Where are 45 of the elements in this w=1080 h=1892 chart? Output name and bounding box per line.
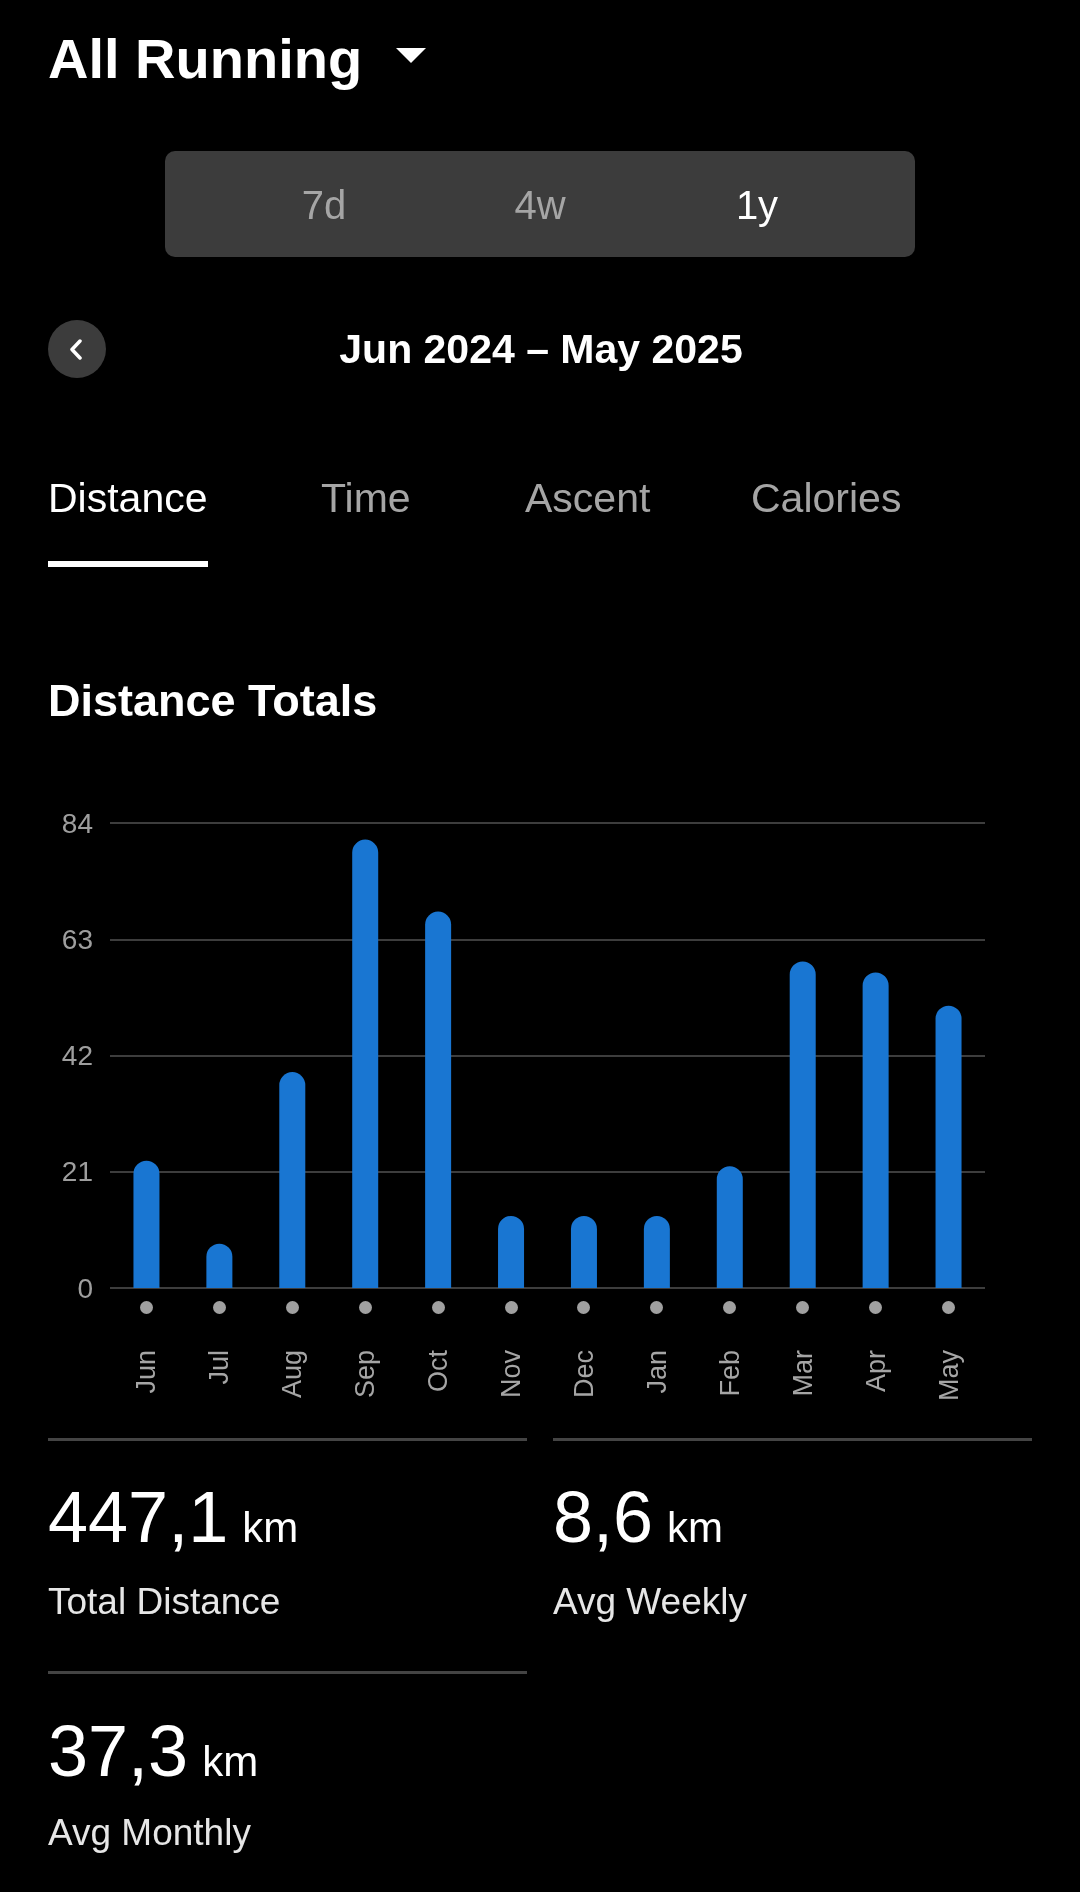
text: 1y bbox=[735, 183, 779, 227]
x-tick-label: Apr bbox=[860, 1350, 891, 1393]
chart-subtitle: Jun 2024 – May 2025 bbox=[339, 325, 743, 372]
text: Avg Monthly bbox=[48, 1812, 251, 1853]
bar bbox=[352, 839, 379, 1288]
bar bbox=[498, 1216, 525, 1288]
bar bbox=[935, 1005, 962, 1288]
y-tick-label: 42 bbox=[61, 1040, 93, 1071]
text: 4w bbox=[514, 183, 566, 227]
bar bbox=[279, 1072, 306, 1288]
bar bbox=[570, 1216, 597, 1288]
x-tick-label: Jul bbox=[204, 1350, 235, 1385]
text: All Running bbox=[48, 27, 363, 90]
text: Ascent bbox=[525, 474, 651, 521]
y-tick-label: 84 bbox=[61, 807, 93, 839]
x-tick-label: Nov bbox=[496, 1349, 527, 1399]
x-tick-label: Feb bbox=[714, 1350, 745, 1397]
y-tick-label: 0 bbox=[77, 1272, 93, 1304]
bar bbox=[425, 911, 452, 1288]
text: Calories bbox=[751, 474, 902, 521]
text: 37,3 km bbox=[48, 1711, 259, 1791]
x-tick-label: Jun bbox=[131, 1350, 162, 1394]
y-tick-label: 21 bbox=[61, 1156, 93, 1188]
x-tick-label: Mar bbox=[787, 1349, 818, 1397]
text: 7d bbox=[301, 183, 347, 227]
bar bbox=[133, 1160, 160, 1288]
text: Distance bbox=[48, 474, 208, 521]
y-tick-label: 63 bbox=[61, 923, 93, 955]
x-tick-label: Jan bbox=[641, 1350, 672, 1394]
bar bbox=[716, 1166, 743, 1288]
x-tick-label: Dec bbox=[568, 1350, 599, 1399]
x-tick-label: May bbox=[933, 1349, 964, 1402]
bar bbox=[643, 1216, 670, 1288]
text: 8,6 km bbox=[553, 1477, 724, 1557]
bar bbox=[862, 972, 889, 1288]
text: Total Distance bbox=[48, 1581, 281, 1622]
bar bbox=[789, 961, 816, 1288]
x-tick-label: Sep bbox=[350, 1350, 381, 1399]
x-tick-label: Aug bbox=[277, 1350, 308, 1399]
text: Avg Weekly bbox=[553, 1581, 747, 1622]
x-tick-label: Oct bbox=[423, 1349, 454, 1393]
text: 447,1 km bbox=[48, 1477, 299, 1557]
bar bbox=[206, 1243, 233, 1288]
chart-title: Distance Totals bbox=[48, 674, 378, 726]
text: Time bbox=[321, 474, 411, 521]
